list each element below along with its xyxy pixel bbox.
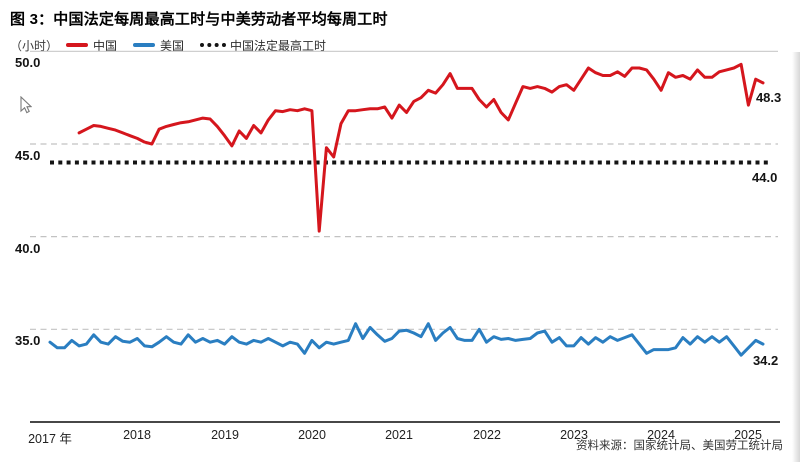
us-end-value-label: 34.2 — [752, 353, 779, 369]
x-tick-label: 2018 — [123, 428, 151, 442]
us-line-swatch — [133, 43, 156, 47]
y-tick-label: 40.0 — [15, 240, 41, 256]
x-tick-label: 2025 — [734, 428, 762, 442]
window-edge-shade — [792, 52, 800, 462]
mouse-cursor-icon — [20, 96, 32, 114]
legend-item-china: 中国 — [66, 37, 117, 54]
source-note: 资料来源：国家统计局、美国劳工统计局 — [576, 440, 783, 452]
x-tick-label: 2017 年 — [28, 432, 72, 446]
x-tick-label: 2019 — [211, 428, 239, 442]
legend-label-china: 中国 — [93, 38, 118, 53]
legal-max-dotted-swatch — [200, 43, 227, 47]
legend-item-us: 美国 — [133, 37, 184, 54]
x-tick-label: 2020 — [298, 428, 326, 442]
legend-label-legal-max: 中国法定最高工时 — [230, 38, 327, 53]
x-tick-label: 2021 — [385, 428, 413, 442]
y-tick-label: 35.0 — [15, 333, 41, 349]
x-tick-label: 2024 — [647, 428, 675, 442]
legend-item-legal-max: 中国法定最高工时 — [200, 37, 326, 54]
page-title: 图 3：中国法定每周最高工时与中美劳动者平均每周工时 — [10, 11, 388, 28]
china-line-swatch — [66, 43, 89, 47]
y-tick-label: 45.0 — [15, 148, 41, 163]
legend-label-us: 美国 — [160, 38, 185, 53]
chart-legend: （小时） 中国 美国 中国法定最高工时 — [10, 37, 342, 53]
y-tick-label: 50.0 — [15, 55, 41, 71]
unit-label: （小时） — [10, 38, 59, 53]
china-end-value-label: 48.3 — [755, 89, 782, 105]
x-tick-label: 2022 — [473, 428, 501, 442]
legal-max-value-label: 44.0 — [752, 169, 778, 185]
x-tick-label: 2023 — [560, 428, 588, 442]
